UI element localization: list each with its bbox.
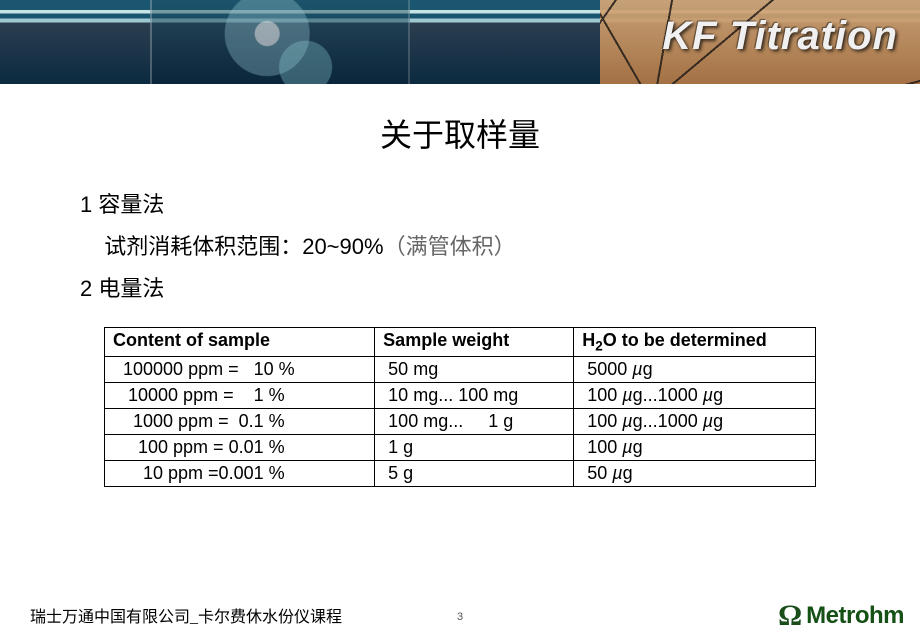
cell-content: 1000 ppm = 0.1 % <box>105 408 375 434</box>
water-splash-decor <box>150 0 410 84</box>
footer-text: 瑞士万通中国有限公司_卡尔费休水份仪课程 <box>30 603 342 627</box>
table-row: 100000 ppm = 10 % 50 mg 5000 µg <box>105 356 816 382</box>
table-row: 10 ppm =0.001 % 5 g 50 µg <box>105 460 816 486</box>
cell-content: 10000 ppm = 1 % <box>105 382 375 408</box>
header-band: KF Titration <box>0 0 920 84</box>
col-header-weight: Sample weight <box>375 328 574 357</box>
footer: 瑞士万通中国有限公司_卡尔费休水份仪课程 3 Ω Metrohm <box>0 599 920 629</box>
line-1-text: 容量法 <box>98 192 164 217</box>
footer-logo: Ω Metrohm <box>778 601 904 631</box>
cell-content: 100000 ppm = 10 % <box>105 356 375 382</box>
sample-table-wrap: Content of sample Sample weight H2O to b… <box>104 327 816 487</box>
table-row: 10000 ppm = 1 % 10 mg... 100 mg 100 µg..… <box>105 382 816 408</box>
table-row: 1000 ppm = 0.1 % 100 mg... 1 g 100 µg...… <box>105 408 816 434</box>
line-2-text: 试剂消耗体积范围： <box>104 234 302 259</box>
cell-h2o: 100 µg <box>574 434 816 460</box>
line-2-range: 20~90% <box>302 234 383 259</box>
cell-h2o: 100 µg...1000 µg <box>574 382 816 408</box>
omega-icon: Ω <box>778 601 802 631</box>
cell-content: 10 ppm =0.001 % <box>105 460 375 486</box>
col-header-content: Content of sample <box>105 328 375 357</box>
line-1-number: 1 <box>80 192 92 217</box>
header-title: KF Titration <box>662 14 898 59</box>
slide-title: 关于取样量 <box>0 110 920 156</box>
line-1: 1 容量法 <box>80 184 920 226</box>
cell-content: 100 ppm = 0.01 % <box>105 434 375 460</box>
cell-weight: 1 g <box>375 434 574 460</box>
footer-page-number: 3 <box>457 611 463 623</box>
cell-weight: 50 mg <box>375 356 574 382</box>
cell-weight: 10 mg... 100 mg <box>375 382 574 408</box>
table-body: 100000 ppm = 10 % 50 mg 5000 µg 10000 pp… <box>105 356 816 486</box>
col-header-h2o: H2O to be determined <box>574 328 816 357</box>
line-2: 试剂消耗体积范围：20~90%（满管体积） <box>80 226 920 268</box>
cell-h2o: 5000 µg <box>574 356 816 382</box>
line-3: 2 电量法 <box>80 268 920 310</box>
line-2-paren: （满管体积） <box>384 234 516 259</box>
cell-weight: 5 g <box>375 460 574 486</box>
line-3-number: 2 <box>80 276 92 301</box>
footer-brand: Metrohm <box>806 602 904 630</box>
cell-weight: 100 mg... 1 g <box>375 408 574 434</box>
sample-table: Content of sample Sample weight H2O to b… <box>104 327 816 487</box>
cell-h2o: 100 µg...1000 µg <box>574 408 816 434</box>
cell-h2o: 50 µg <box>574 460 816 486</box>
table-row: 100 ppm = 0.01 % 1 g 100 µg <box>105 434 816 460</box>
table-header-row: Content of sample Sample weight H2O to b… <box>105 328 816 357</box>
body-text: 1 容量法 试剂消耗体积范围：20~90%（满管体积） 2 电量法 <box>80 184 920 309</box>
line-3-text: 电量法 <box>98 276 164 301</box>
